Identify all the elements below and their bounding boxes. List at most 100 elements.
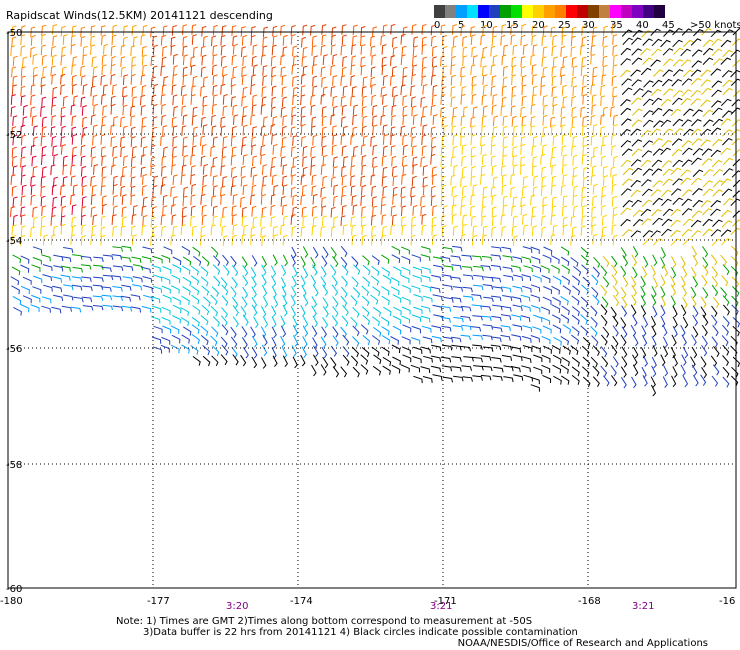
- wind-barb: [362, 334, 371, 346]
- wind-barb: [320, 364, 327, 376]
- wind-barb: [521, 124, 527, 136]
- wind-barb: [170, 285, 180, 294]
- wind-barb: [550, 234, 556, 245]
- wind-barb: [510, 94, 516, 106]
- wind-barb: [180, 174, 186, 185]
- wind-barb: [132, 264, 144, 271]
- wind-barb: [420, 205, 426, 217]
- wind-barb: [522, 325, 533, 333]
- wind-barb: [130, 166, 136, 178]
- wind-barb: [443, 296, 454, 303]
- wind-barb: [452, 106, 458, 118]
- wind-barb: [662, 324, 668, 337]
- wind-barb: [540, 265, 550, 274]
- wind-barb: [451, 45, 457, 57]
- wind-barb: [692, 374, 699, 387]
- wind-barb: [300, 226, 306, 237]
- wind-barb: [441, 225, 447, 236]
- wind-barb: [61, 46, 67, 58]
- wind-barb: [462, 36, 468, 47]
- wind-barb: [432, 205, 438, 216]
- wind-barb: [702, 218, 713, 227]
- wind-barb: [441, 116, 447, 128]
- wind-barb: [163, 76, 169, 87]
- wind-barb: [221, 156, 227, 167]
- wind-barb: [121, 305, 133, 312]
- wind-barb: [440, 24, 446, 36]
- wind-barb: [52, 176, 59, 188]
- wind-barb: [260, 194, 266, 205]
- wind-barb: [710, 127, 722, 135]
- wind-barb: [160, 184, 166, 195]
- wind-barb: [191, 34, 197, 45]
- wind-barb: [610, 106, 616, 117]
- wind-barb: [40, 44, 46, 56]
- wind-barb: [650, 230, 661, 238]
- wind-barb: [50, 126, 56, 137]
- wind-barb: [320, 44, 326, 56]
- wind-barb: [371, 94, 377, 106]
- wind-barb: [480, 265, 491, 271]
- wind-barb: [112, 195, 118, 206]
- wind-barb: [311, 205, 317, 217]
- wind-barb: [513, 125, 519, 137]
- wind-barb: [71, 74, 77, 86]
- wind-barb: [90, 194, 96, 205]
- wind-barb: [130, 156, 137, 167]
- wind-barb: [161, 276, 171, 285]
- wind-barb: [91, 225, 97, 236]
- wind-barb: [361, 346, 370, 358]
- wind-barb: [352, 204, 358, 216]
- wind-barb: [520, 143, 526, 155]
- wind-barb: [351, 86, 357, 97]
- legend-tick-label: 40: [636, 20, 649, 31]
- wind-barb: [402, 324, 412, 333]
- wind-barb: [730, 227, 740, 236]
- wind-barb: [32, 206, 38, 218]
- wind-barb: [60, 54, 66, 66]
- wind-barb: [261, 256, 268, 268]
- wind-barb: [142, 246, 153, 254]
- wind-barb: [632, 364, 639, 377]
- wind-barb: [340, 194, 346, 206]
- wind-barb: [152, 65, 158, 77]
- wind-barb: [731, 245, 739, 257]
- wind-barb: [452, 325, 464, 331]
- wind-barb: [241, 337, 248, 349]
- wind-barb: [502, 295, 513, 302]
- wind-barb: [421, 24, 427, 35]
- wind-barb: [340, 326, 347, 338]
- longitude-label: -180: [0, 596, 23, 607]
- wind-barb: [410, 186, 416, 198]
- wind-barb: [532, 135, 538, 147]
- wind-barb: [72, 266, 83, 273]
- wind-barb: [720, 57, 731, 65]
- wind-barb: [491, 194, 497, 206]
- wind-barb: [580, 246, 589, 258]
- wind-barb: [120, 256, 131, 263]
- wind-barb: [420, 246, 431, 253]
- wind-barb: [20, 255, 30, 264]
- wind-barb: [232, 305, 239, 317]
- wind-barb: [162, 194, 168, 206]
- wind-barb: [302, 316, 309, 328]
- wind-barb: [551, 205, 557, 217]
- wind-barb: [150, 165, 156, 176]
- wind-barb: [630, 230, 642, 238]
- wind-barb: [241, 74, 247, 85]
- wind-barb: [570, 46, 576, 57]
- wind-barb: [683, 108, 694, 116]
- wind-barb: [441, 325, 452, 332]
- wind-barb: [461, 195, 467, 207]
- wind-barb: [381, 155, 387, 167]
- wind-barb: [630, 179, 641, 188]
- wind-barb: [201, 54, 207, 66]
- wind-barb: [242, 55, 248, 67]
- wind-barb: [360, 216, 366, 227]
- wind-barb: [571, 106, 577, 118]
- wind-barb: [52, 86, 58, 98]
- wind-barb: [580, 106, 586, 118]
- wind-barb: [662, 336, 669, 349]
- wind-barb: [30, 175, 36, 187]
- wind-barb: [502, 195, 508, 207]
